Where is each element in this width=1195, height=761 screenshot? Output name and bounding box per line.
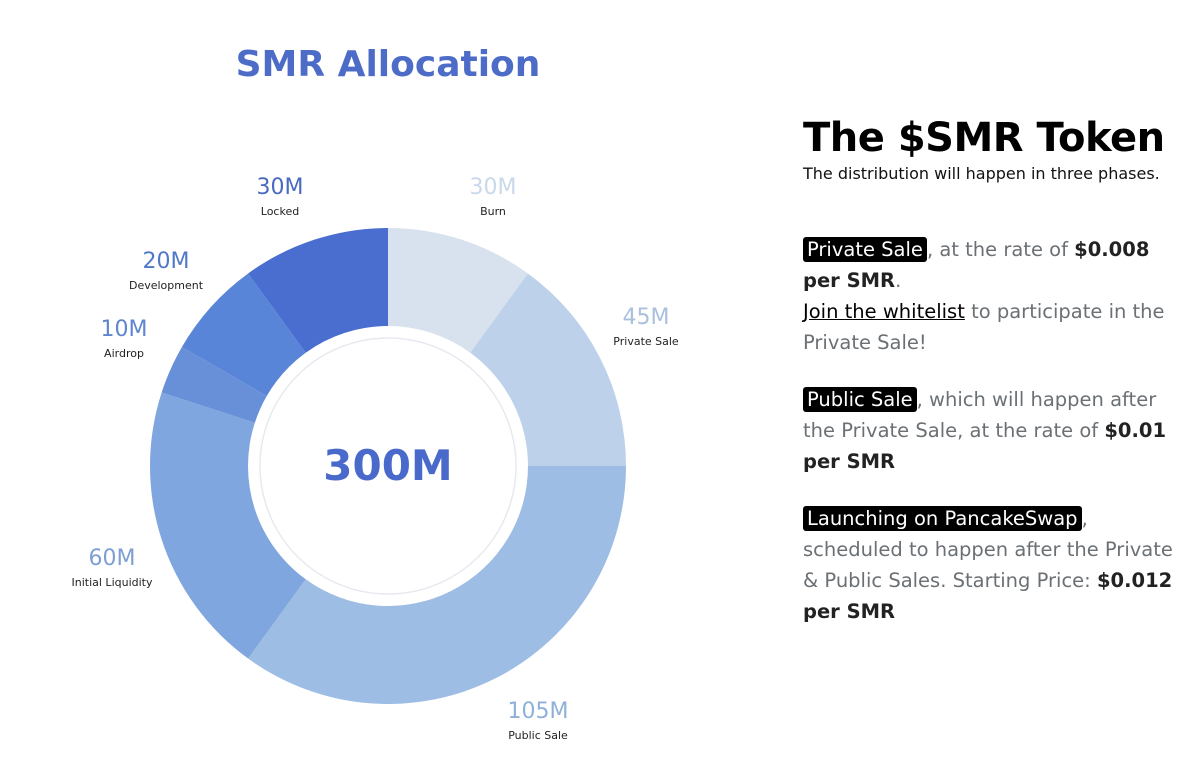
join-whitelist-link[interactable]: Join the whitelist <box>803 300 965 323</box>
phase1-period: . <box>895 269 902 292</box>
value-label-airdrop: 10M <box>101 317 148 342</box>
value-label-burn: 30M <box>470 175 517 200</box>
phase2-price: $0.01 per SMR <box>803 419 1167 473</box>
category-label-burn: Burn <box>480 205 506 218</box>
slice-initial-liquidity <box>150 392 306 659</box>
slice-labels: 30M Burn 45M Private Sale 105M Public Sale 60M… <box>72 175 679 742</box>
pancakeswap-badge: Launching on PancakeSwap <box>803 506 1082 531</box>
phase3-price: $0.012 per SMR <box>803 569 1173 623</box>
allocation-chart: SMR Allocation 300M 30M Burn 45M Private Sa… <box>72 44 679 742</box>
category-label-private-sale: Private Sale <box>613 335 679 348</box>
donut-chart-svg: SMR Allocation 300M 30M Burn 45M Private Sa… <box>72 44 679 742</box>
phase1-whitelist-text: to participate in the Private Sale! <box>803 300 1165 354</box>
inner-ring <box>259 337 517 595</box>
slice-public-sale <box>248 466 626 704</box>
phase2-text: , which will happen after the Private Sa… <box>803 388 1157 442</box>
category-label-initial-liquidity: Initial Liquidity <box>72 576 153 589</box>
private-sale-badge: Private Sale <box>803 237 927 262</box>
phase1-text: , at the rate of <box>926 238 1075 261</box>
chart-title: SMR Allocation <box>236 44 541 85</box>
category-label-locked: Locked <box>261 205 299 218</box>
donut-slices <box>150 228 626 704</box>
value-label-development: 20M <box>143 249 190 274</box>
public-sale-badge: Public Sale <box>803 387 917 412</box>
category-label-development: Development <box>129 279 204 292</box>
phase3-text: , scheduled to happen after the Private … <box>803 507 1173 592</box>
value-label-initial-liquidity: 60M <box>89 546 136 571</box>
value-label-private-sale: 45M <box>623 305 670 330</box>
phase-pancakeswap-launch: Launching on PancakeSwap, scheduled to h… <box>803 503 1188 627</box>
token-heading: The $SMR Token <box>803 115 1165 161</box>
category-label-public-sale: Public Sale <box>508 729 568 742</box>
phase1-price: $0.008 per SMR <box>803 238 1150 292</box>
slice-development <box>181 273 306 396</box>
slice-private-sale <box>470 273 626 466</box>
token-subheading: The distribution will happen in three ph… <box>803 164 1160 183</box>
slice-airdrop <box>161 347 267 423</box>
category-label-airdrop: Airdrop <box>104 347 144 360</box>
token-info-panel: The $SMR Token The distribution will hap… <box>803 114 1188 627</box>
slice-burn <box>388 228 528 353</box>
phase-private-sale: Private Sale, at the rate of $0.008 per … <box>803 234 1188 358</box>
value-label-public-sale: 105M <box>508 699 569 724</box>
phase-public-sale: Public Sale, which will happen after the… <box>803 384 1188 477</box>
slice-locked <box>248 228 388 353</box>
center-total-label: 300M <box>323 441 452 490</box>
value-label-locked: 30M <box>257 175 304 200</box>
